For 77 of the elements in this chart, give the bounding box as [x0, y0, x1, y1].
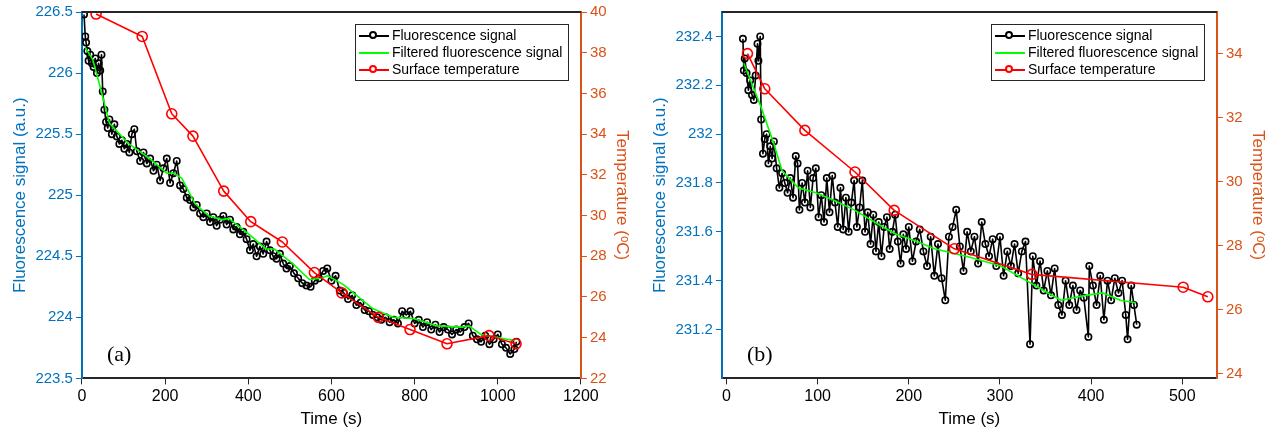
x-tick-label: 0: [77, 387, 87, 405]
legend-label: Fluorescence signal: [1027, 27, 1153, 44]
point: [849, 166, 861, 178]
y2-tick-label: 26: [589, 287, 607, 305]
point: [244, 215, 257, 228]
y2-tick-label: 34: [589, 124, 607, 142]
y2-tick-label: 26: [1225, 299, 1243, 317]
point: [217, 185, 230, 197]
y-axis-title: Fluorescence signal (a.u.): [9, 97, 29, 293]
x-tick-label: 1200: [563, 387, 599, 405]
point: [799, 124, 811, 137]
y2-tick-label: 28: [1225, 235, 1243, 253]
y2-tick-label: 30: [589, 205, 607, 223]
legend-label: Surface temperature: [391, 61, 520, 78]
x-tick-label: 500: [1168, 387, 1196, 405]
y-tick-label: 224.5: [35, 246, 73, 264]
x-tick-label: 600: [318, 387, 345, 405]
point: [1202, 291, 1214, 303]
x-tick-label: 200: [895, 387, 923, 405]
point: [741, 47, 754, 60]
y2-tick-label: 36: [589, 83, 607, 101]
point: [441, 338, 453, 350]
y2-tick-label: 32: [589, 164, 607, 182]
point: [510, 338, 522, 350]
y2-tick-label: 38: [589, 42, 607, 60]
y-tick-label: 232.2: [675, 75, 713, 93]
y2-tick-label: 22: [589, 368, 607, 386]
point: [1026, 268, 1038, 281]
x-tick-label: 0: [722, 387, 732, 405]
point: [187, 130, 199, 142]
point: [948, 243, 961, 255]
x-tick-label: 300: [986, 387, 1014, 405]
y2-tick-label: 32: [1225, 107, 1243, 125]
y2-axis-title: Temperature (ᵒC): [613, 130, 633, 261]
y-tick-label: 231.2: [675, 319, 713, 337]
y2-axis-title: Temperature (ᵒC): [1249, 130, 1269, 261]
y2-tick-label: 40: [589, 2, 607, 20]
y-tick-label: 226.5: [35, 2, 73, 20]
y-tick-label: 231.6: [675, 221, 713, 239]
point: [276, 236, 289, 248]
annotation: (a): [106, 341, 132, 367]
y2-tick-label: 34: [1225, 43, 1243, 61]
y-axis-title: Fluorescence signal (a.u.): [649, 97, 669, 293]
legend-label: Filtered fluorescence signal: [1027, 44, 1199, 61]
point: [308, 266, 321, 279]
point: [404, 323, 416, 336]
y-tick-label: 225.5: [35, 124, 73, 142]
point: [1177, 281, 1189, 293]
point: [165, 107, 178, 120]
legend-label: Surface temperature: [1027, 61, 1156, 78]
y-tick-label: 232.4: [675, 26, 713, 44]
annotation: (b): [746, 341, 773, 367]
x-tick-label: 400: [234, 387, 262, 405]
point: [888, 204, 901, 217]
x-tick-label: 1000: [479, 387, 516, 405]
legend-label: Fluorescence signal: [391, 27, 517, 44]
y2-tick-label: 24: [589, 327, 607, 345]
legend-label: Filtered fluorescence signal: [391, 44, 563, 61]
x-tick-label: 100: [804, 387, 832, 405]
x-axis-title: Time (s): [938, 409, 1001, 429]
y-tick-label: 226: [47, 63, 73, 81]
y2-tick-label: 24: [1225, 363, 1243, 381]
x-tick-label: 400: [1077, 387, 1105, 405]
point: [758, 83, 771, 95]
x-axis-title: Time (s): [300, 409, 363, 429]
y-tick-label: 231.4: [675, 270, 713, 288]
y-tick-label: 232: [687, 124, 713, 142]
point: [483, 329, 495, 342]
point: [136, 30, 149, 43]
y-tick-label: 231.8: [675, 173, 713, 191]
y2-tick-label: 30: [1225, 171, 1243, 189]
x-tick-label: 200: [151, 387, 179, 405]
y-tick-label: 224: [47, 307, 73, 325]
y2-tick-label: 28: [589, 246, 607, 264]
y-tick-label: 223.5: [35, 368, 73, 386]
x-tick-label: 800: [401, 387, 429, 405]
y-tick-label: 225: [47, 185, 73, 203]
